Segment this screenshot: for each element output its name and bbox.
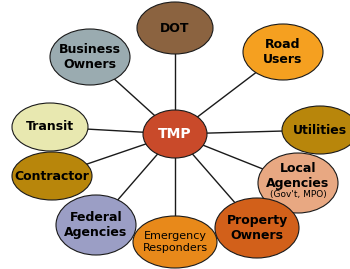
Text: Transit: Transit	[26, 121, 74, 133]
Ellipse shape	[133, 216, 217, 268]
Text: Property
Owners: Property Owners	[226, 214, 288, 242]
Text: Local
Agencies: Local Agencies	[266, 162, 330, 190]
Text: DOT: DOT	[160, 22, 190, 34]
Ellipse shape	[282, 106, 350, 154]
Text: Utilities: Utilities	[293, 123, 347, 136]
Ellipse shape	[137, 2, 213, 54]
Ellipse shape	[12, 103, 88, 151]
Text: Federal
Agencies: Federal Agencies	[64, 211, 128, 239]
Text: Emergency
Responders: Emergency Responders	[142, 231, 208, 253]
Ellipse shape	[56, 195, 136, 255]
Text: (Gov't, MPO): (Gov't, MPO)	[270, 190, 326, 200]
Ellipse shape	[258, 153, 338, 213]
Ellipse shape	[143, 110, 207, 158]
Text: TMP: TMP	[158, 127, 192, 141]
Text: Road
Users: Road Users	[263, 38, 303, 66]
Ellipse shape	[243, 24, 323, 80]
Ellipse shape	[50, 29, 130, 85]
Text: Contractor: Contractor	[15, 169, 90, 182]
Ellipse shape	[215, 198, 299, 258]
Text: Business
Owners: Business Owners	[59, 43, 121, 71]
Ellipse shape	[12, 152, 92, 200]
